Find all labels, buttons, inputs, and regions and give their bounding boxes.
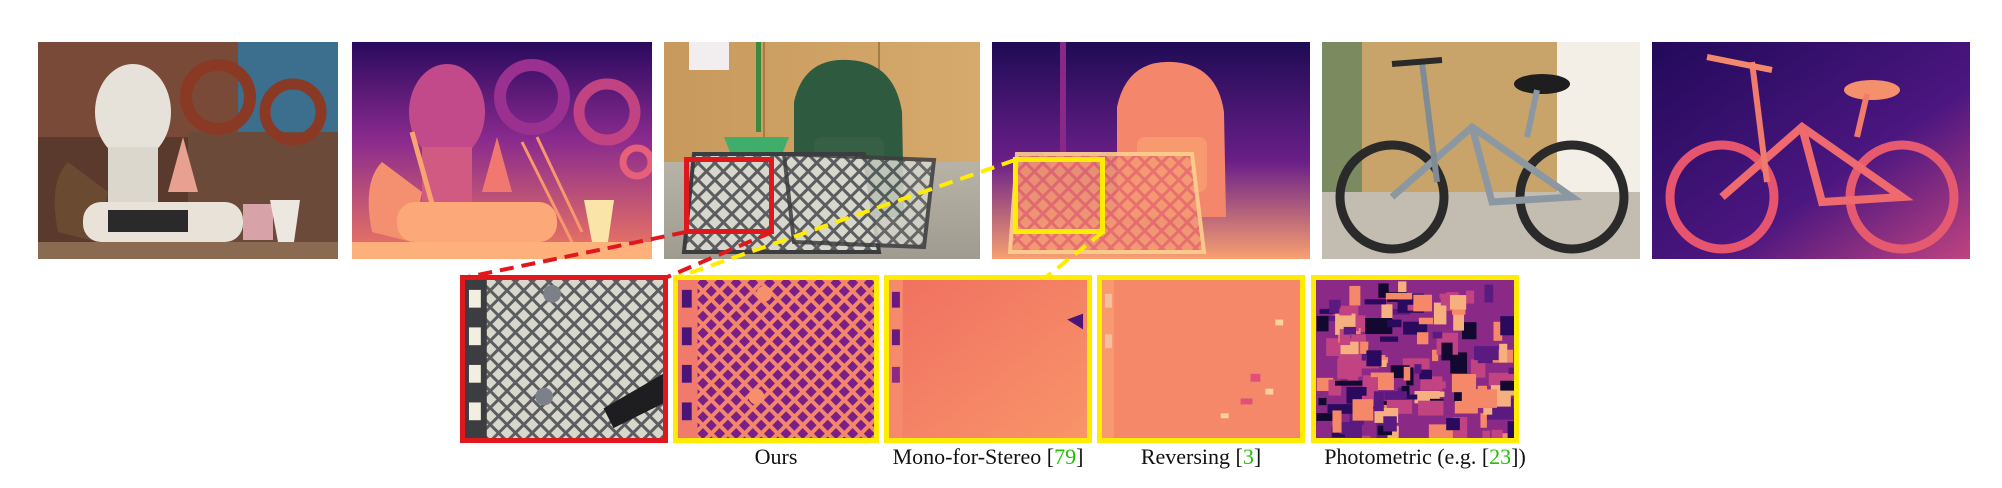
zoom-rgb-crop <box>460 275 668 443</box>
zoom-depth-photometric <box>1311 275 1519 443</box>
caption-reversing: Reversing [3] <box>1140 444 1262 469</box>
crop-region-yellow <box>1013 157 1105 234</box>
image-backpack-depth <box>992 42 1310 259</box>
image-artroom-rgb <box>38 42 338 259</box>
zoom-depth-ours <box>673 275 879 443</box>
caption-photometric: Photometric (e.g. [23]) <box>1324 444 1526 469</box>
image-bicycle-depth <box>1652 42 1970 259</box>
zoom-depth-mono-for-stereo <box>884 275 1092 443</box>
crop-region-red <box>684 157 774 234</box>
image-artroom-depth <box>352 42 652 259</box>
caption-ours: Ours <box>754 444 798 469</box>
caption-mono-for-stereo: Mono-for-Stereo [79] <box>892 444 1084 469</box>
image-bicycle-rgb <box>1322 42 1640 259</box>
zoom-depth-reversing <box>1097 275 1305 443</box>
